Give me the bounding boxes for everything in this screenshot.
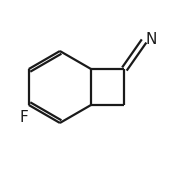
Text: N: N xyxy=(145,32,157,47)
Text: F: F xyxy=(19,110,28,125)
